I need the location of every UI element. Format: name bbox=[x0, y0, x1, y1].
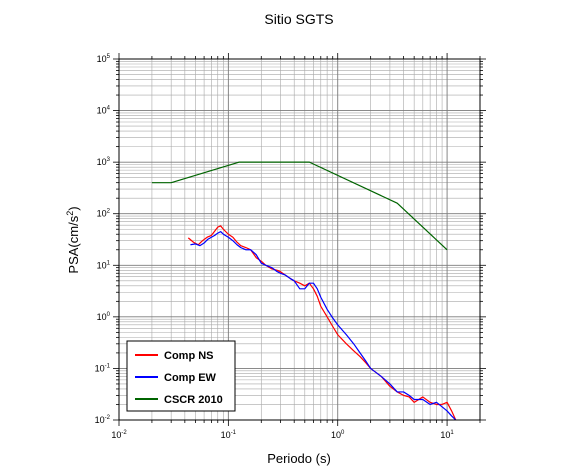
y-tick-label: 10-1 bbox=[95, 363, 111, 373]
y-tick-label: 105 bbox=[97, 54, 111, 64]
x-tick-base: 10 bbox=[111, 430, 121, 440]
legend-label-comp-ns: Comp NS bbox=[164, 350, 214, 362]
y-tick-label: 100 bbox=[97, 312, 111, 322]
y-tick-label: 101 bbox=[97, 260, 111, 270]
chart-title: Sitio SGTS bbox=[264, 11, 333, 27]
y-tick-label: 103 bbox=[97, 157, 111, 167]
axis-ticks bbox=[113, 53, 486, 426]
y-tick-base: 10 bbox=[97, 312, 107, 322]
y-tick-label: 10-2 bbox=[95, 415, 111, 425]
series-cscr-2010 bbox=[151, 161, 448, 251]
x-tick-exponent: 1 bbox=[450, 430, 454, 436]
series-comp-ew bbox=[190, 231, 457, 421]
x-tick-label: 10-2 bbox=[111, 430, 127, 440]
y-axis-label: PSA(cm/s2) bbox=[65, 206, 81, 273]
y-tick-exponent: 4 bbox=[107, 106, 111, 112]
x-tick-exponent: -1 bbox=[231, 430, 237, 436]
series-lines bbox=[151, 161, 457, 421]
y-tick-exponent: 3 bbox=[107, 157, 111, 163]
plot-frame bbox=[118, 58, 481, 421]
y-tick-base: 10 bbox=[97, 54, 107, 64]
x-tick-base: 10 bbox=[331, 430, 341, 440]
y-tick-base: 10 bbox=[95, 415, 105, 425]
x-tick-labels: 10-2 10-1 100 101 bbox=[111, 430, 454, 440]
y-tick-base: 10 bbox=[95, 363, 105, 373]
y-tick-label: 102 bbox=[97, 209, 111, 219]
y-tick-exponent: 1 bbox=[107, 260, 111, 266]
x-tick-base: 10 bbox=[221, 430, 231, 440]
x-tick-label: 101 bbox=[440, 430, 454, 440]
x-tick-exponent: -2 bbox=[121, 430, 127, 436]
y-axis-label-end: ) bbox=[66, 206, 81, 210]
legend-label-cscr-2010: CSCR 2010 bbox=[164, 394, 223, 406]
y-tick-base: 10 bbox=[97, 260, 107, 270]
legend-label-comp-ew: Comp EW bbox=[164, 372, 217, 384]
y-tick-base: 10 bbox=[97, 157, 107, 167]
x-tick-base: 10 bbox=[440, 430, 450, 440]
minor-gridlines bbox=[119, 59, 481, 420]
y-tick-base: 10 bbox=[97, 106, 107, 116]
y-axis-label-sup: 2 bbox=[65, 211, 75, 216]
x-tick-exponent: 0 bbox=[341, 430, 345, 436]
legend: Comp NS Comp EW CSCR 2010 bbox=[126, 340, 236, 412]
series-comp-ns bbox=[187, 225, 457, 421]
y-tick-exponent: 2 bbox=[107, 209, 111, 215]
y-tick-exponent: 5 bbox=[107, 54, 111, 60]
x-tick-label: 10-1 bbox=[221, 430, 237, 440]
y-tick-label: 104 bbox=[97, 106, 111, 116]
x-tick-label: 100 bbox=[331, 430, 345, 440]
x-axis-label: Periodo (s) bbox=[267, 451, 331, 466]
y-axis-label-main: PSA(cm/s bbox=[66, 215, 81, 273]
y-tick-exponent: -2 bbox=[105, 415, 111, 421]
y-tick-exponent: -1 bbox=[105, 363, 111, 369]
y-tick-base: 10 bbox=[97, 209, 107, 219]
y-tick-exponent: 0 bbox=[107, 312, 111, 318]
